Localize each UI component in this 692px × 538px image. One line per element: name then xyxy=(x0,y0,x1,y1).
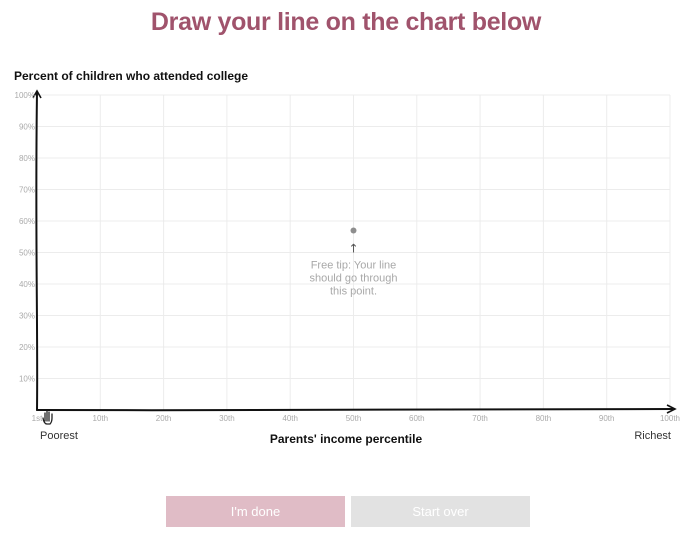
y-tick-label: 80% xyxy=(19,154,35,163)
x-tick-label: 30th xyxy=(219,414,235,423)
x-tick-label: 40th xyxy=(282,414,298,423)
y-tick-label: 10% xyxy=(19,375,35,384)
y-tick-label: 70% xyxy=(19,186,35,195)
x-tick-label: 1st xyxy=(32,414,43,423)
start-over-button[interactable]: Start over xyxy=(351,496,530,527)
y-axis-label: Percent of children who attended college xyxy=(14,69,249,83)
y-tick-label: 60% xyxy=(19,217,35,226)
y-axis-line xyxy=(35,91,39,411)
x-tick-label: 60th xyxy=(409,414,425,423)
x-axis-arrow xyxy=(666,404,677,414)
tick-labels: 10% 20% 30% 40% 50% 60% 70% 80% 90% 100% 1st 10th 20… xyxy=(15,91,680,423)
x-tick-label: 10th xyxy=(93,414,109,423)
x-tick-label: 90th xyxy=(599,414,615,423)
x-tick-label: 80th xyxy=(536,414,552,423)
y-tick-label: 30% xyxy=(19,312,35,321)
draw-line-chart[interactable]: 10% 20% 30% 40% 50% 60% 70% 80% 90% 100% 1st 10th 20… xyxy=(0,0,692,430)
up-arrow-icon: ↑ xyxy=(348,241,358,255)
hint-text-line: should go through xyxy=(309,272,397,284)
y-tick-label: 20% xyxy=(19,343,35,352)
x-tick-label: 50th xyxy=(346,414,362,423)
y-tick-label: 40% xyxy=(19,280,35,289)
y-tick-label: 50% xyxy=(19,249,35,258)
axes xyxy=(32,89,677,414)
y-tick-label: 90% xyxy=(19,123,35,132)
hint-text-line: this point. xyxy=(330,285,377,297)
x-axis-right-label: Richest xyxy=(634,430,671,442)
x-axis-label: Parents' income percentile xyxy=(269,432,423,446)
done-button[interactable]: I'm done xyxy=(166,496,345,527)
page-title: Draw your line on the chart below xyxy=(150,8,542,36)
grid xyxy=(37,94,671,410)
x-tick-label: 20th xyxy=(156,414,172,423)
hint-point xyxy=(350,227,357,234)
x-axis-left-label: Poorest xyxy=(40,430,78,442)
y-axis-arrow xyxy=(32,89,42,99)
x-tick-label: 100th xyxy=(660,414,680,423)
y-tick-label: 100% xyxy=(15,91,35,100)
x-tick-label: 70th xyxy=(472,414,488,423)
hand-pointer-icon xyxy=(42,410,53,425)
hint-text-line: Free tip: Your line xyxy=(311,259,397,271)
x-axis-line xyxy=(36,407,675,412)
